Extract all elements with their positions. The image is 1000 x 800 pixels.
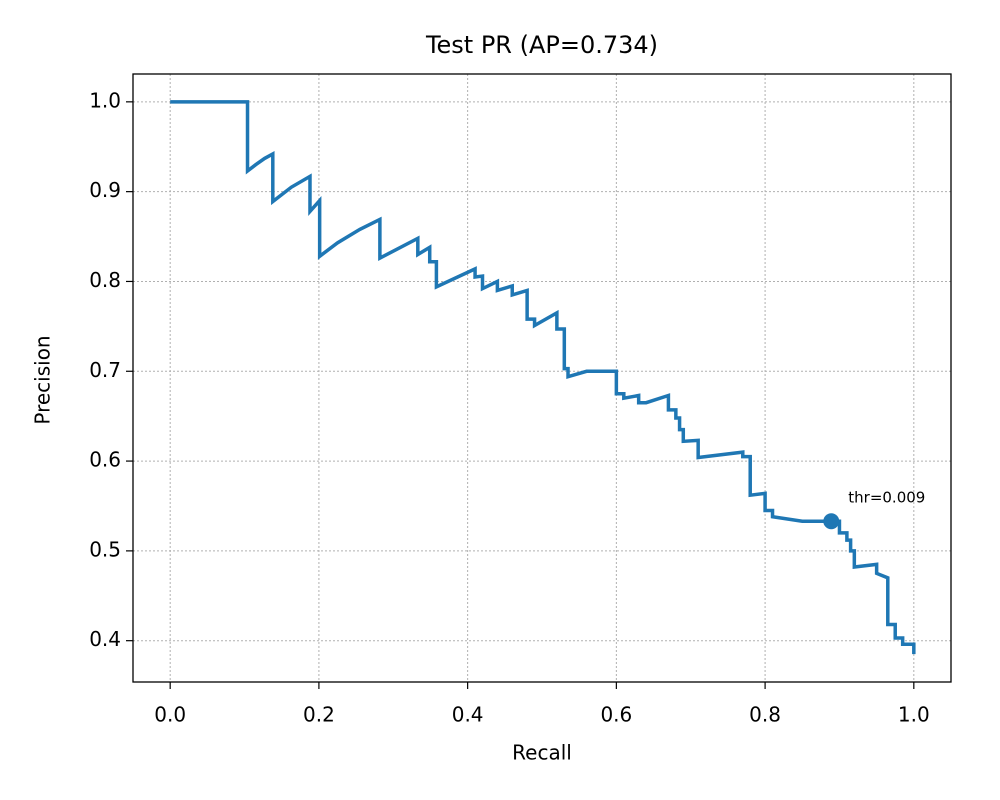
y-tick-label: 0.6 — [89, 448, 121, 472]
y-tick-label: 0.5 — [89, 537, 121, 561]
y-axis-label: Precision — [31, 335, 55, 424]
x-tick-label: 1.0 — [898, 703, 930, 727]
x-tick-label: 0.4 — [452, 703, 484, 727]
plot-frame — [132, 73, 952, 683]
x-tick-label: 0.0 — [154, 703, 186, 727]
x-tick-label: 0.8 — [749, 703, 781, 727]
y-tick-label: 1.0 — [89, 88, 121, 112]
threshold-annotation: thr=0.009 — [848, 489, 925, 507]
y-tick-label: 0.9 — [89, 178, 121, 202]
x-tick-label: 0.2 — [303, 703, 335, 727]
chart-title: Test PR (AP=0.734) — [425, 31, 658, 59]
y-tick-label: 0.4 — [89, 627, 121, 651]
pr-curve — [170, 100, 916, 655]
threshold-marker — [823, 513, 840, 530]
x-tick-label: 0.6 — [600, 703, 632, 727]
x-axis-label: Recall — [512, 741, 572, 765]
y-tick-label: 0.8 — [89, 268, 121, 292]
y-tick-label: 0.7 — [89, 358, 121, 382]
